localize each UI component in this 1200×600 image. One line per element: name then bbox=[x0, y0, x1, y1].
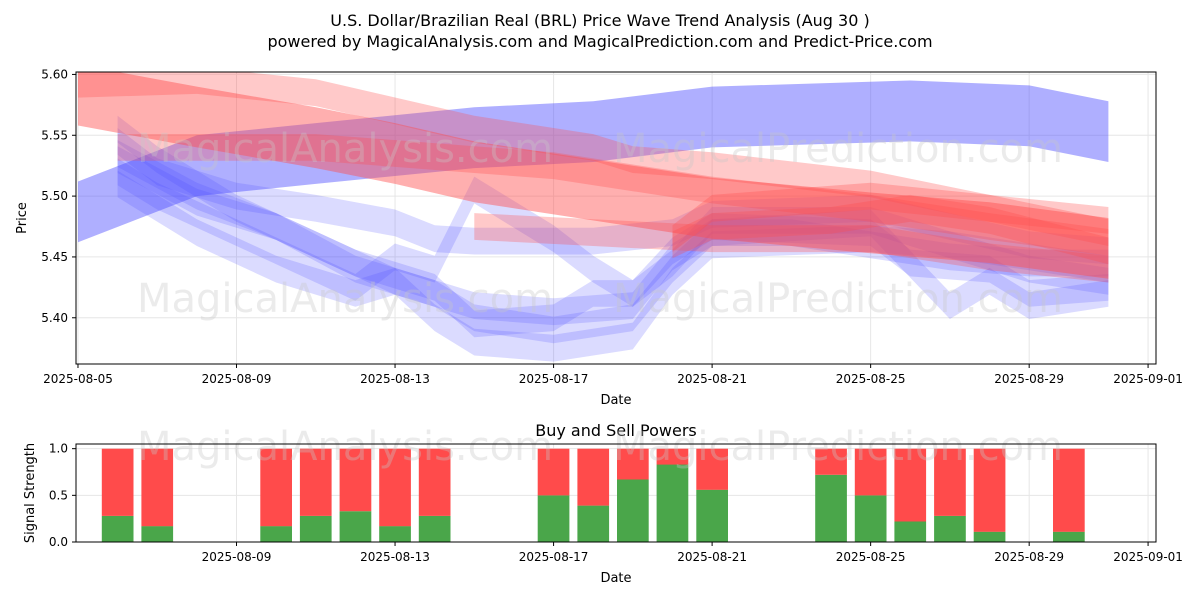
buy-power-bar bbox=[894, 521, 927, 542]
sell-power-bar bbox=[617, 448, 649, 480]
main-y-tick-label: 5.45 bbox=[41, 250, 68, 264]
sell-power-bar bbox=[260, 448, 292, 527]
buy-power-bar bbox=[815, 474, 847, 542]
main-x-tick-label: 2025-08-25 bbox=[836, 372, 906, 386]
chart-subtitle: powered by MagicalAnalysis.com and Magic… bbox=[267, 32, 932, 51]
red-wave-2-band bbox=[117, 134, 1109, 256]
signal-x-tick-label: 2025-08-13 bbox=[360, 550, 430, 564]
signal-x-tick-label: 2025-09-01 bbox=[1113, 550, 1183, 564]
sell-power-bar bbox=[696, 448, 728, 490]
sell-power-bar bbox=[537, 448, 570, 496]
watermark-analysis-bottom: MagicalAnalysis.com bbox=[137, 276, 553, 322]
sell-power-bar bbox=[973, 448, 1006, 532]
buy-power-bar bbox=[418, 515, 451, 542]
price-wave-chart: MagicalAnalysis.com MagicalPrediction.co… bbox=[15, 67, 1183, 408]
signal-ticks: 2025-08-09 2025-08-13 2025-08-17 2025-08-21… bbox=[49, 442, 1183, 564]
signal-x-tick-label: 2025-08-17 bbox=[519, 550, 589, 564]
signal-x-tick-label: 2025-08-25 bbox=[836, 550, 906, 564]
buy-power-bar bbox=[379, 526, 411, 542]
main-x-tick-label: 2025-08-21 bbox=[677, 372, 747, 386]
watermark-analysis-signal: MagicalAnalysis.com bbox=[137, 424, 553, 470]
sell-power-bar bbox=[339, 448, 372, 512]
buy-power-bar bbox=[696, 489, 728, 542]
signal-y-tick-label: 0.0 bbox=[49, 535, 68, 549]
sell-power-bar bbox=[379, 448, 411, 527]
buy-power-bar bbox=[934, 515, 966, 542]
main-x-axis-label: Date bbox=[600, 393, 631, 408]
signal-x-tick-label: 2025-08-09 bbox=[202, 550, 272, 564]
sell-power-bar bbox=[854, 448, 887, 496]
main-y-axis-label: Price bbox=[15, 202, 30, 234]
buy-power-bar bbox=[973, 531, 1006, 542]
sell-power-bar bbox=[299, 448, 332, 516]
main-ticks: 2025-08-05 2025-08-09 2025-08-13 2025-08-17… bbox=[41, 67, 1183, 386]
signal-x-tick-label: 2025-08-21 bbox=[677, 550, 747, 564]
blue-wave-1-band bbox=[117, 128, 1109, 265]
main-y-tick-label: 5.40 bbox=[41, 311, 68, 325]
red-wave-4-band bbox=[672, 194, 1109, 265]
sell-power-bar bbox=[101, 448, 134, 516]
buy-power-bar bbox=[141, 526, 174, 542]
blue-wave-2-band bbox=[117, 140, 1109, 344]
red-wave-3-band bbox=[672, 182, 1109, 253]
buy-power-bar bbox=[577, 505, 610, 542]
main-x-tick-label: 2025-08-17 bbox=[519, 372, 589, 386]
signal-y-tick-label: 1.0 bbox=[49, 442, 68, 456]
main-y-tick-label: 5.50 bbox=[41, 189, 68, 203]
main-gridlines bbox=[76, 72, 1156, 364]
buy-sell-power-chart: Buy and Sell Powers MagicalAnalysis.com … bbox=[23, 421, 1183, 586]
buy-power-bar bbox=[260, 526, 292, 542]
sell-power-bar bbox=[815, 448, 847, 475]
blue-wave-long-term-band bbox=[78, 80, 1109, 243]
buy-power-bar bbox=[1053, 531, 1085, 542]
main-x-tick-label: 2025-08-09 bbox=[202, 372, 272, 386]
sell-power-bar bbox=[934, 448, 966, 516]
sell-power-bar bbox=[656, 448, 689, 465]
signal-watermarks: MagicalAnalysis.com MagicalPrediction.co… bbox=[137, 424, 1063, 470]
blue-wave-3-band bbox=[117, 158, 1109, 307]
main-x-tick-label: 2025-08-05 bbox=[43, 372, 113, 386]
red-wave-5-band bbox=[474, 213, 1109, 283]
signal-bars bbox=[101, 448, 1085, 542]
main-watermarks: MagicalAnalysis.com MagicalPrediction.co… bbox=[137, 126, 1063, 322]
main-x-tick-label: 2025-09-01 bbox=[1113, 372, 1183, 386]
sell-power-bar bbox=[577, 448, 610, 506]
signal-x-axis-label: Date bbox=[600, 571, 631, 586]
watermark-analysis-top: MagicalAnalysis.com bbox=[137, 126, 553, 172]
blue-wave-5-band bbox=[117, 115, 1109, 326]
buy-power-bar bbox=[854, 495, 887, 542]
watermark-prediction-top: MagicalPrediction.com bbox=[613, 126, 1063, 172]
buy-power-bar bbox=[339, 511, 372, 542]
sell-power-bar bbox=[1053, 448, 1085, 532]
buy-power-bar bbox=[101, 515, 134, 542]
buy-power-bar bbox=[299, 515, 332, 542]
chart-title: U.S. Dollar/Brazilian Real (BRL) Price W… bbox=[330, 11, 869, 30]
red-wave-1-band bbox=[78, 72, 1109, 234]
watermark-prediction-bottom: MagicalPrediction.com bbox=[613, 276, 1063, 322]
sell-power-bar bbox=[141, 448, 174, 527]
main-wave-bands bbox=[78, 72, 1109, 362]
watermark-prediction-signal: MagicalPrediction.com bbox=[613, 424, 1063, 470]
signal-axes-frame bbox=[75, 443, 1157, 543]
buy-power-bar bbox=[617, 479, 649, 542]
main-x-tick-label: 2025-08-29 bbox=[994, 372, 1064, 386]
wave-band-group bbox=[78, 72, 1109, 362]
signal-y-tick-label: 0.5 bbox=[49, 488, 68, 502]
blue-wave-6-band bbox=[117, 146, 1109, 338]
main-axes-frame bbox=[75, 71, 1157, 365]
buy-power-bar bbox=[656, 464, 689, 542]
main-x-tick-label: 2025-08-13 bbox=[360, 372, 430, 386]
main-y-tick-label: 5.60 bbox=[41, 67, 68, 81]
sell-power-bar bbox=[894, 448, 927, 522]
red-wave-long-term-band bbox=[78, 72, 1109, 279]
buy-power-bar bbox=[537, 495, 570, 542]
signal-y-axis-label: Signal Strength bbox=[23, 443, 38, 543]
main-y-tick-label: 5.55 bbox=[41, 128, 68, 142]
signal-x-tick-label: 2025-08-29 bbox=[994, 550, 1064, 564]
signal-chart-title: Buy and Sell Powers bbox=[535, 421, 697, 440]
sell-power-bar bbox=[418, 448, 451, 516]
